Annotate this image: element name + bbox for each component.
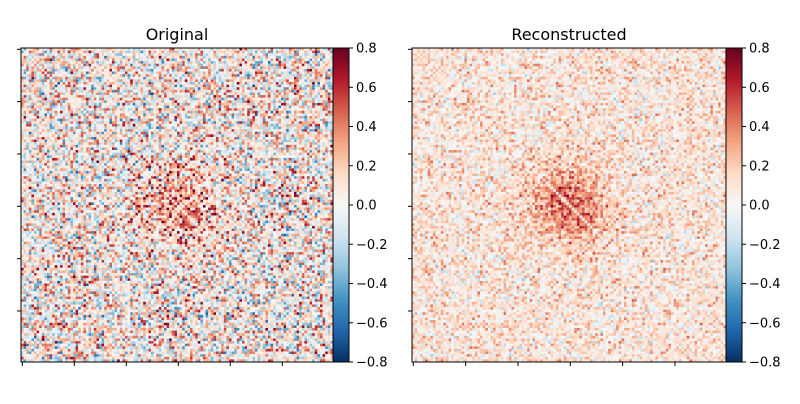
heatmap-cells	[412, 48, 726, 362]
colorbar-tick-label: 0.8	[356, 42, 377, 57]
colorbar-tick-label: 0.4	[356, 120, 377, 135]
y-axis-ticks	[17, 49, 21, 311]
heatmap-cells	[21, 48, 333, 362]
colorbar-tick-label: −0.4	[356, 277, 388, 292]
colorbar-tick-label: −0.8	[356, 356, 388, 371]
colorbar: 0.8 0.6 0.4 0.2 0.0 −0.2 −0.4 −0.6 −0.8	[333, 42, 388, 371]
colorbar-tick-label: 0.0	[749, 199, 770, 214]
colorbar-tick-label: −0.6	[749, 316, 781, 331]
x-axis-ticks	[22, 362, 282, 366]
colorbar-tick-label: 0.2	[749, 159, 770, 174]
colorbar-ticks: 0.8 0.6 0.4 0.2 0.0 −0.2 −0.4 −0.6 −0.8	[349, 42, 388, 371]
colorbar-tick-label: 0.6	[356, 81, 377, 96]
heatmap-panel-reconstructed: Reconstructed 0.8 0.6 0.4 0.2 0.0 −0.2 −0.4 −0.…	[408, 25, 781, 371]
y-axis-ticks	[408, 49, 412, 311]
colorbar-tick-label: 0.8	[749, 42, 770, 57]
colorbar-gradient	[333, 48, 349, 362]
colorbar-gradient	[726, 48, 742, 362]
colorbar-tick-label: 0.6	[749, 81, 770, 96]
colorbar: 0.8 0.6 0.4 0.2 0.0 −0.2 −0.4 −0.6 −0.8	[726, 42, 781, 371]
heatmap-panel-original: Original 0.8 0.6 0.4 0.2 0.0 −0.2 −0.4 −0.6 −0.8	[17, 25, 388, 371]
chart-title: Original	[146, 25, 209, 44]
colorbar-tick-label: 0.2	[356, 159, 377, 174]
chart-title: Reconstructed	[511, 25, 626, 44]
colorbar-tick-label: 0.0	[356, 199, 377, 214]
colorbar-tick-label: −0.2	[749, 238, 781, 253]
colorbar-tick-label: −0.8	[749, 356, 781, 371]
x-axis-ticks	[413, 362, 675, 366]
colorbar-tick-label: −0.2	[356, 238, 388, 253]
colorbar-tick-label: −0.6	[356, 316, 388, 331]
colorbar-tick-label: 0.4	[749, 120, 770, 135]
colorbar-ticks: 0.8 0.6 0.4 0.2 0.0 −0.2 −0.4 −0.6 −0.8	[742, 42, 781, 371]
colorbar-tick-label: −0.4	[749, 277, 781, 292]
